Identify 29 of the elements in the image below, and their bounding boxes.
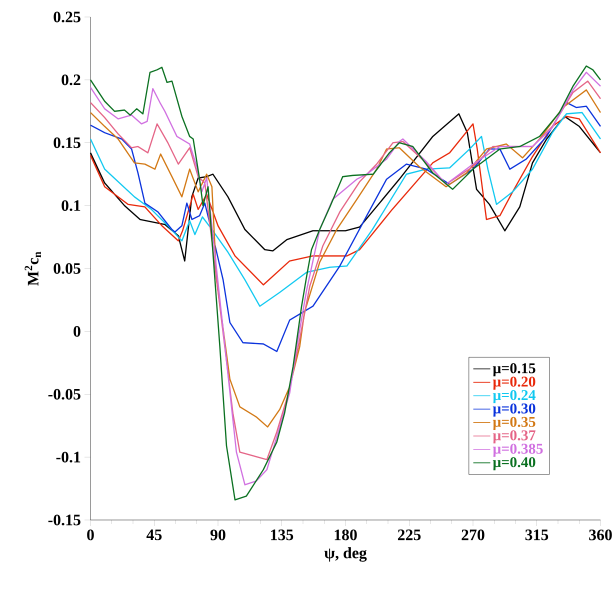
y-tick-label: 0.25	[54, 12, 80, 22]
x-tick-label: 135	[271, 530, 294, 540]
legend-label: μ=0.30	[492, 403, 536, 417]
y-tick-label: 0	[74, 326, 80, 337]
legend-label: μ=0.385	[492, 444, 543, 457]
y-tick-label: 0.2	[62, 74, 80, 86]
legend-label: μ=0.35	[492, 416, 536, 430]
legend-label: μ=0.20	[492, 376, 536, 390]
x-tick-label: 45	[146, 530, 162, 540]
x-tick-label: 315	[525, 530, 548, 540]
x-tick-label: 225	[398, 530, 421, 540]
y-tick-label: 0.05	[54, 263, 80, 274]
x-tick-label: 90	[210, 530, 226, 540]
y-axis-title: M$^{2}$c$_{n}$	[24, 252, 41, 286]
x-tick-label: 0	[87, 530, 94, 540]
legend-label: μ=0.15	[492, 363, 536, 376]
line-series	[90, 102, 602, 352]
legend-label: μ=0.37	[492, 430, 536, 444]
x-tick-label: 270	[462, 530, 484, 540]
y-tick-label: -0.05	[48, 388, 80, 400]
x-axis-title: ψ, deg	[324, 547, 367, 562]
x-tick-label: 180	[334, 530, 357, 540]
legend-label: μ=0.24	[492, 390, 536, 404]
y-tick-label: 0.1	[62, 200, 80, 212]
y-tick-label: -0.1	[56, 452, 80, 463]
y-tick-label: 0.15	[54, 137, 80, 148]
legend-label: μ=0.40	[492, 457, 536, 470]
y-tick-label: -0.15	[48, 514, 80, 526]
x-tick-label: 360	[589, 530, 612, 540]
